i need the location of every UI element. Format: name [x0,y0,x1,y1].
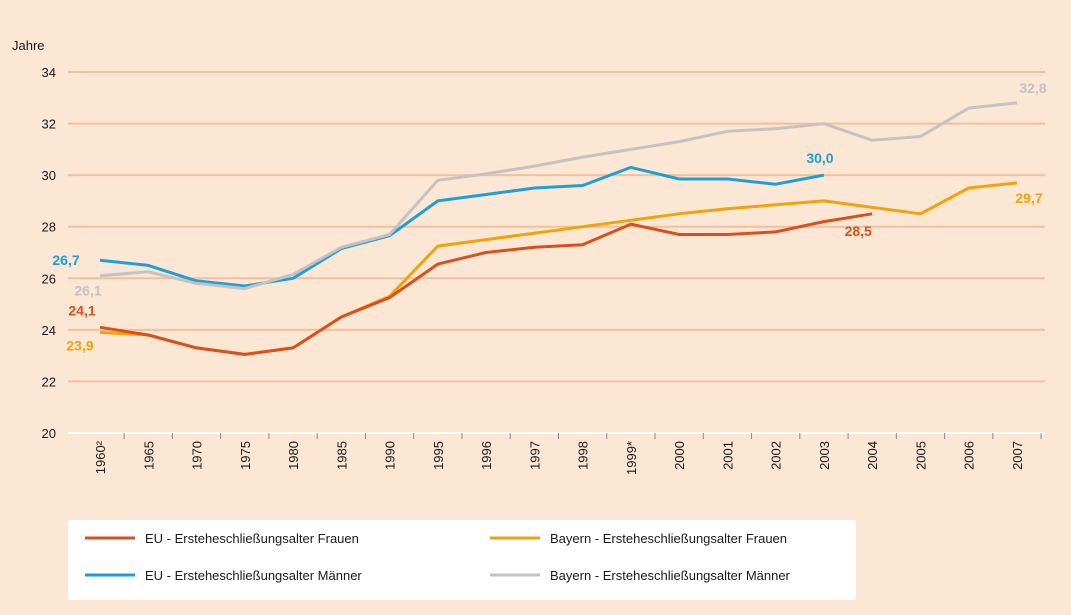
y-axis-label: Jahre [12,38,45,53]
legend-label: EU - Ersteheschließungsalter Männer [145,568,362,583]
series-line [99,212,873,356]
x-tick-label: 2004 [865,441,880,470]
x-tick-label: 1975 [238,441,253,470]
value-label: 30,0 [806,150,833,166]
x-tick-label: 2005 [913,441,928,470]
y-tick-label: 26 [42,271,56,286]
x-tick-label: 2007 [1010,441,1025,470]
value-label: 32,8 [1019,80,1046,96]
x-tick-label: 2003 [817,441,832,470]
legend-label: EU - Ersteheschließungsalter Frauen [145,531,359,546]
y-tick-label: 20 [42,426,56,441]
legend-box [68,520,856,600]
y-tick-label: 28 [42,220,56,235]
series-line [99,101,1018,291]
x-tick-label: 1970 [190,441,205,470]
value-label: 29,7 [1015,190,1042,206]
x-tick-label: 1996 [479,441,494,470]
x-tick-label: 1995 [431,441,446,470]
x-tick-label: 1960² [93,440,108,474]
y-tick-label: 22 [42,374,56,389]
value-label: 23,9 [66,337,93,353]
y-tick-label: 32 [42,117,56,132]
x-tick-label: 1980 [286,441,301,470]
y-tick-label: 24 [42,323,56,338]
x-tick-label: 1990 [383,441,398,470]
x-tick-label: 2000 [672,441,687,470]
legend-label: Bayern - Ersteheschließungsalter Männer [550,568,791,583]
series-line [99,165,825,288]
x-tick-label: 2001 [720,441,735,470]
value-label: 28,5 [845,223,872,239]
x-tick-label: 2002 [769,441,784,470]
x-tick-label: 1999* [624,441,639,475]
y-tick-label: 34 [42,65,56,80]
value-label: 24,1 [68,302,95,318]
y-tick-label: 30 [42,168,56,183]
x-tick-label: 1998 [576,441,591,470]
legend-label: Bayern - Ersteheschließungsalter Frauen [550,531,787,546]
value-label: 26,7 [52,252,79,268]
x-tick-label: 1997 [527,441,542,470]
x-tick-label: 1985 [334,441,349,470]
x-tick-label: 2006 [962,441,977,470]
x-tick-label: 1965 [141,441,156,470]
value-label: 26,1 [74,283,101,299]
